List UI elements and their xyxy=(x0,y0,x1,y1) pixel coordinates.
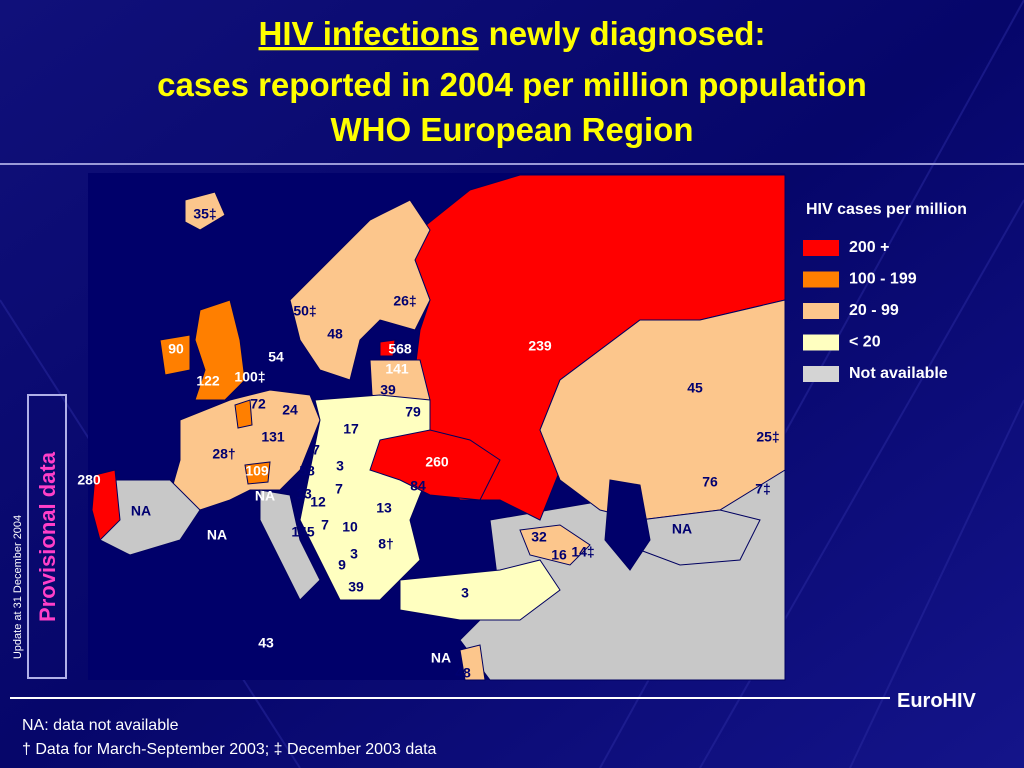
title: HIV infections newly diagnosed: xyxy=(259,15,766,52)
ireland xyxy=(159,334,191,376)
caucasus xyxy=(519,524,591,566)
ukraine xyxy=(369,429,501,501)
map-label: 141 xyxy=(385,361,409,377)
map xyxy=(88,173,786,681)
provisional-box xyxy=(27,394,67,679)
legend-swatch xyxy=(803,271,839,288)
map-label: 32 xyxy=(531,529,547,545)
turkey xyxy=(399,559,561,621)
map-label: 239 xyxy=(528,338,552,354)
title-underlined: HIV infections xyxy=(259,15,479,52)
map-label: 3 xyxy=(350,546,358,562)
israel xyxy=(459,644,486,681)
map-label: 145 xyxy=(291,524,315,540)
legend-swatch xyxy=(803,334,839,351)
legend-swatch xyxy=(803,366,839,382)
map-label: 16 xyxy=(551,547,567,563)
legend-swatch xyxy=(803,303,839,319)
map-label: 35‡ xyxy=(193,206,216,222)
brand: EuroHIV xyxy=(897,690,977,712)
map-label: 568 xyxy=(388,341,412,357)
footer-note: † Data for March-September 2003; ‡ Decem… xyxy=(22,741,437,758)
map-label: 10 xyxy=(342,519,358,535)
estonia xyxy=(379,339,396,357)
belgium xyxy=(234,399,253,429)
uk xyxy=(194,299,246,401)
map-label: 43 xyxy=(258,635,274,651)
map-label: 45 xyxy=(687,380,703,396)
map-label: 25‡ xyxy=(756,429,779,445)
map-label: 26‡ xyxy=(393,293,416,309)
map-label: 9 xyxy=(338,557,346,573)
map-label: NA xyxy=(431,650,451,666)
map-label: 13 xyxy=(296,486,312,502)
map-label: 7 xyxy=(312,442,320,458)
map-label: 48 xyxy=(327,326,343,342)
provisional-label: Provisional data xyxy=(35,451,60,622)
map-label: 54 xyxy=(268,349,284,365)
map-label: NA xyxy=(255,488,275,504)
map-label: 84 xyxy=(410,478,426,494)
portugal xyxy=(91,469,121,541)
italy xyxy=(259,489,321,601)
map-label: 79 xyxy=(405,404,421,420)
iceland xyxy=(184,191,226,231)
region: WHO European Region xyxy=(331,111,694,148)
map-label: 3 xyxy=(336,458,344,474)
legend-swatch xyxy=(803,240,839,256)
map-label: 90 xyxy=(168,341,184,357)
map-label: 3 xyxy=(461,585,469,601)
map-label: NA xyxy=(131,503,151,519)
map-label: 39 xyxy=(380,382,396,398)
legend-label: 100 - 199 xyxy=(849,271,917,288)
legend-label: 20 - 99 xyxy=(849,302,899,319)
title-rest: newly diagnosed: xyxy=(489,15,766,52)
map-label: 58 xyxy=(299,463,315,479)
map-label: NA xyxy=(672,521,692,537)
central-asia-na xyxy=(639,509,761,566)
map-label: 109 xyxy=(245,463,269,479)
map-label: 13 xyxy=(376,500,392,516)
map-label: 50‡ xyxy=(293,303,316,319)
legend-title: HIV cases per million xyxy=(806,201,967,218)
map-label: 48 xyxy=(455,665,471,681)
map-label: NA xyxy=(207,527,227,543)
footer-note: NA: data not available xyxy=(22,717,179,734)
map-label: 8† xyxy=(378,536,394,552)
map-label: 39 xyxy=(348,579,364,595)
map-label: 122 xyxy=(196,373,220,389)
caspian xyxy=(604,479,651,571)
legend-label: 200 + xyxy=(849,239,889,256)
map-label: 14‡ xyxy=(571,544,594,560)
map-label: 24 xyxy=(282,402,298,418)
map-label: 12 xyxy=(310,494,326,510)
russia xyxy=(414,174,786,521)
map-label: 131 xyxy=(261,429,285,445)
legend: 200 + 100 - 199 20 - 99 < 20 Not available xyxy=(803,239,948,382)
map-label: 7‡ xyxy=(755,481,771,497)
subtitle: cases reported in 2004 per million popul… xyxy=(157,66,867,103)
map-label: 28† xyxy=(212,446,235,462)
switzerland xyxy=(244,461,271,485)
map-label: 76 xyxy=(702,474,718,490)
scandinavia xyxy=(289,199,431,381)
map-label: 7 xyxy=(321,517,329,533)
update-label: Update at 31 December 2004 xyxy=(12,515,24,659)
map-label: 100‡ xyxy=(234,369,265,385)
legend-label: < 20 xyxy=(849,334,881,351)
map-label: 280 xyxy=(77,472,101,488)
map-label: 7 xyxy=(335,481,343,497)
legend-label: Not available xyxy=(849,365,948,382)
map-label: 72 xyxy=(250,396,266,412)
map-label: 260 xyxy=(425,454,449,470)
map-label: 17 xyxy=(343,421,359,437)
